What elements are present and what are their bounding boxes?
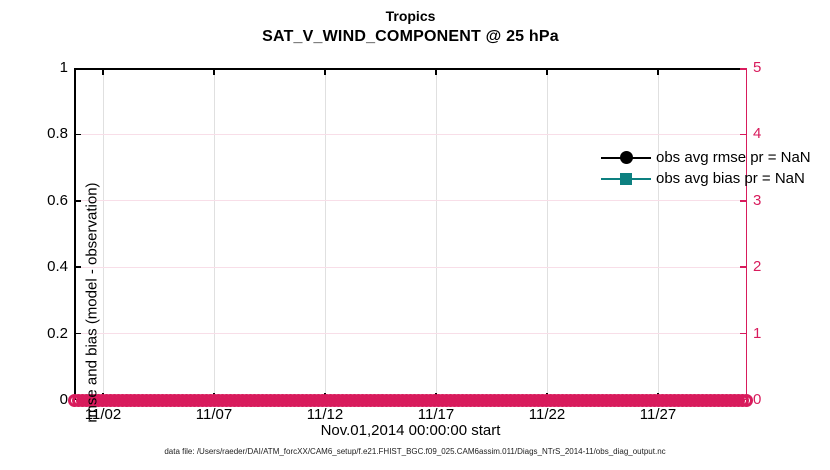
left-y-tick <box>74 68 81 70</box>
legend-entry: obs avg bias pr = NaN <box>601 168 811 189</box>
vertical-gridline <box>213 68 215 400</box>
data-file-caption: data file: /Users/raeder/DAI/ATM_forcXX/… <box>164 447 666 456</box>
horizontal-gridline <box>74 266 747 268</box>
right-y-tick-label: 4 <box>753 125 762 143</box>
x-tick-label: 11/02 <box>84 406 122 423</box>
left-y-tick-label: 0.2 <box>47 324 68 342</box>
legend-entry: obs avg rmse pr = NaN <box>601 147 811 168</box>
vertical-gridline <box>102 68 104 400</box>
horizontal-gridline <box>74 133 747 135</box>
legend-sample <box>601 168 651 189</box>
legend-sample <box>601 147 651 168</box>
axis-spine-left <box>74 68 76 400</box>
vertical-gridline <box>546 68 548 400</box>
right-y-tick-label: 2 <box>753 258 762 276</box>
left-y-tick <box>74 332 81 335</box>
top-x-tick <box>546 68 548 75</box>
left-y-tick-label: 0.8 <box>47 125 68 143</box>
top-x-tick <box>102 68 104 75</box>
x-tick-label: 11/12 <box>306 406 344 423</box>
legend-entry-label: obs avg rmse pr = NaN <box>656 149 811 166</box>
left-y-tick <box>74 133 81 136</box>
top-x-tick <box>213 68 215 75</box>
top-x-tick <box>657 68 659 75</box>
legend: obs avg rmse pr = NaN obs avg bias pr = N… <box>601 147 811 189</box>
left-y-tick-label: 0.4 <box>47 258 68 276</box>
vertical-gridline <box>657 68 659 400</box>
top-x-tick <box>324 68 326 75</box>
right-y-tick <box>740 133 747 136</box>
left-y-tick <box>74 200 81 202</box>
top-x-tick <box>435 68 437 75</box>
right-y-tick <box>740 68 747 70</box>
plot-area: rmse and bias (model - observation) # of… <box>67 68 811 423</box>
right-y-tick-label: 0 <box>753 391 762 408</box>
vertical-gridline <box>324 68 326 400</box>
axis-spine-top <box>74 68 747 70</box>
right-y-tick <box>740 200 747 202</box>
horizontal-gridline <box>74 333 747 335</box>
left-y-tick <box>74 266 81 268</box>
horizontal-gridline <box>74 200 747 202</box>
chart-title: Tropics <box>385 8 436 24</box>
legend-entry-label: obs avg bias pr = NaN <box>656 170 805 187</box>
x-axis-label: Nov.01,2014 00:00:00 start <box>320 422 501 439</box>
left-y-tick-label: 1 <box>59 59 68 76</box>
right-y-tick <box>740 266 747 268</box>
right-y-tick <box>740 332 747 335</box>
left-y-tick-label: 0.6 <box>47 191 68 209</box>
x-tick-label: 11/07 <box>195 406 233 423</box>
left-y-tick-label: 0 <box>59 391 68 408</box>
x-tick-label: 11/22 <box>528 406 566 423</box>
chart-subtitle: SAT_V_WIND_COMPONENT @ 25 hPa <box>262 28 559 45</box>
left-y-axis-label: rmse and bias (model - observation) <box>83 182 101 423</box>
rmse-circle-marker-icon <box>619 151 633 165</box>
vertical-gridline <box>435 68 437 400</box>
right-y-tick-label: 1 <box>753 324 762 342</box>
obs-possible-circle-marker <box>739 393 753 407</box>
axis-spine-right <box>745 68 747 400</box>
x-tick-label: 11/27 <box>639 406 677 423</box>
bias-square-marker-icon <box>620 172 632 185</box>
right-y-tick-label: 5 <box>753 59 762 76</box>
x-tick-label: 11/17 <box>417 406 455 423</box>
right-y-tick-label: 3 <box>753 191 762 209</box>
